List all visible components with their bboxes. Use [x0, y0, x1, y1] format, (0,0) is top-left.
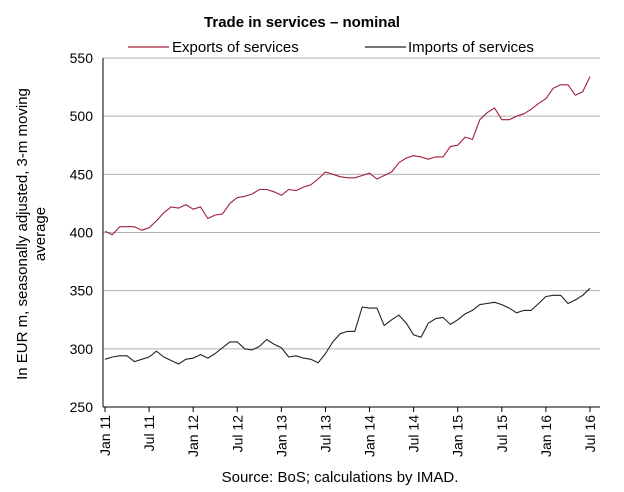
y-tick-label: 300 — [70, 341, 94, 357]
y-tick-label: 550 — [70, 50, 94, 66]
x-tick-label: Jan 16 — [538, 415, 554, 457]
x-tick-label: Jan 15 — [450, 415, 466, 457]
x-tick-label: Jul 11 — [141, 415, 157, 452]
y-tick-label: 500 — [70, 108, 94, 124]
chart-title: Trade in services – nominal — [204, 14, 400, 31]
series-line-imports — [104, 287, 591, 365]
y-tick-label: 350 — [70, 283, 94, 299]
x-tick-label: Jul 15 — [494, 415, 510, 453]
legend: Exports of services Imports of services — [128, 39, 534, 56]
x-tick-label: Jul 16 — [582, 415, 598, 453]
legend-item-exports[interactable]: Exports of services — [128, 39, 299, 56]
x-tick-label: Jul 13 — [317, 415, 333, 453]
y-axis-label-line1: In EUR m, seasonally adjusted, 3-m movin… — [14, 88, 31, 380]
y-tick-label: 450 — [70, 166, 94, 182]
legend-item-imports[interactable]: Imports of services — [365, 39, 534, 56]
y-tick-label: 400 — [70, 225, 94, 241]
gridlines — [103, 57, 600, 408]
x-tick-label: Jul 12 — [229, 415, 245, 453]
axes — [102, 58, 600, 412]
x-tick-label: Jul 14 — [406, 415, 422, 453]
chart-source: Source: BoS; calculations by IMAD. — [222, 469, 459, 486]
y-axis-label-part1: In EUR m, seasonally adjusted, 3-m movin… — [14, 88, 31, 380]
series-line-exports — [104, 76, 591, 236]
legend-label-imports: Imports of services — [408, 39, 534, 56]
y-axis-label-part2: average — [32, 207, 49, 261]
y-tick-label: 250 — [70, 399, 94, 415]
x-tick-label: Jan 12 — [185, 415, 201, 457]
plot-area — [104, 76, 591, 365]
x-axis-ticks: Jan 11 Jul 11 Jan 12 Jul 12 Jan 13 Jul 13 Jan … — [97, 415, 598, 457]
x-tick-label: Jan 14 — [362, 415, 378, 457]
y-axis-ticks: 250 300 350 400 450 500 550 — [70, 50, 94, 415]
x-tick-label: Jan 13 — [273, 415, 289, 457]
x-tick-label: Jan 11 — [97, 415, 113, 456]
legend-label-exports: Exports of services — [172, 39, 299, 56]
y-axis-label-line2: average — [32, 207, 49, 261]
